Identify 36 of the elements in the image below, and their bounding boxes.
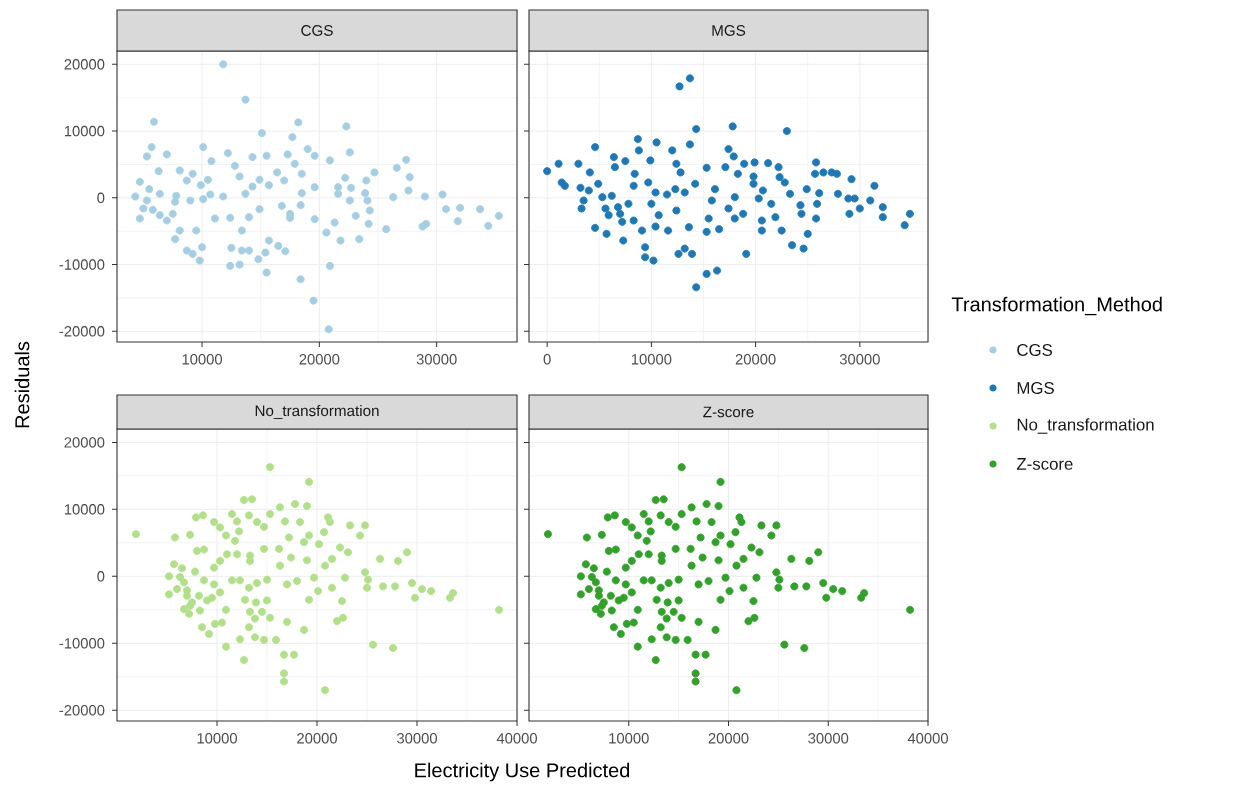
y-tick-label: 20000: [64, 437, 105, 448]
y-axis-title: Residuals: [14, 341, 30, 428]
y-tick-label: 10000: [64, 504, 105, 515]
legend-title: Transformation_Method: [951, 296, 1162, 316]
x-tick-label: 20000: [299, 354, 340, 365]
x-tick-label: 0: [543, 354, 551, 365]
x-tick-label: 40000: [496, 733, 537, 744]
legend-label: Z-score: [1016, 458, 1073, 470]
y-tick-label: -20000: [59, 326, 105, 337]
y-tick-label: 0: [97, 192, 105, 204]
chart-title: No_transformation: [255, 404, 379, 420]
y-tick-label: -10000: [59, 638, 105, 649]
chart-title: MGS: [712, 25, 746, 36]
chart-title: Z-score: [703, 406, 754, 418]
x-tick-label: 20000: [708, 733, 749, 744]
x-tick-label: 30000: [808, 733, 849, 744]
x-tick-label: 20000: [735, 354, 776, 365]
y-tick-label: -20000: [59, 705, 105, 716]
x-tick-label: 30000: [416, 354, 457, 365]
x-tick-label: 30000: [839, 354, 880, 365]
y-tick-label: 20000: [64, 59, 105, 70]
x-tick-label: 10000: [182, 354, 223, 365]
legend-label: CGS: [1017, 344, 1053, 356]
x-tick-label: 10000: [197, 733, 237, 744]
chart-title: CGS: [301, 25, 333, 36]
x-axis-title: Electricity Use Predicted: [415, 762, 630, 782]
x-tick-label: 30000: [397, 733, 437, 744]
x-tick-label: 40000: [907, 733, 948, 744]
x-tick-label: 10000: [609, 733, 649, 744]
x-tick-label: 20000: [297, 733, 337, 744]
y-tick-label: 0: [97, 571, 105, 582]
legend-label: MGS: [1017, 382, 1054, 394]
y-tick-label: 10000: [64, 125, 105, 137]
y-tick-label: -10000: [59, 259, 105, 270]
x-tick-label: 10000: [631, 354, 672, 365]
legend-label: No_transformation: [1017, 418, 1154, 434]
